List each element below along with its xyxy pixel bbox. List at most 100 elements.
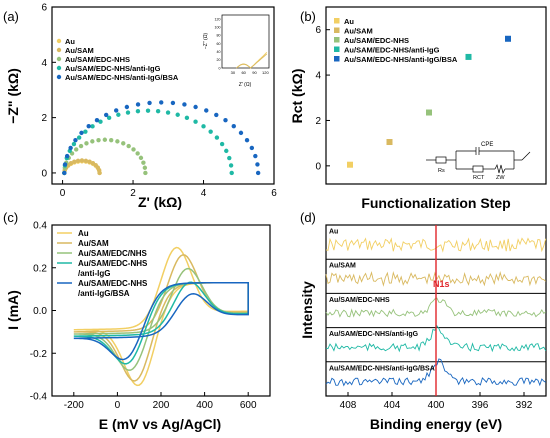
- nyquist-point: [201, 124, 206, 129]
- y-tick-label: 6: [315, 25, 321, 36]
- legend-entry: Au/SAM/EDC/NHS: [78, 249, 148, 258]
- x-tick-label: 404: [384, 400, 401, 411]
- legend-entry: Au/SAM: [78, 239, 109, 248]
- legend-entry: Au/SAM/EDC-NHS/anti-IgG/BSA: [65, 73, 179, 82]
- nyquist-point: [75, 158, 81, 164]
- y-tick-label: 0: [41, 168, 47, 179]
- nyquist-point: [126, 143, 131, 149]
- legend-entry: /anti-IgG: [78, 269, 110, 278]
- inset-y-tick-label: 20: [217, 58, 221, 62]
- panel-d-ylabel: Intensity: [299, 281, 315, 339]
- inset-y-tick-label: 40: [217, 50, 221, 54]
- legend-marker: [56, 74, 62, 80]
- nyquist-point: [79, 130, 84, 136]
- nyquist-point: [90, 124, 95, 129]
- y-tick-label: 0.0: [33, 306, 47, 317]
- nyquist-point: [244, 137, 250, 143]
- nyquist-point: [116, 112, 121, 117]
- y-tick-label: 4: [315, 71, 321, 82]
- inset-y-tick-label: 60: [217, 42, 221, 46]
- nyquist-point: [96, 137, 101, 143]
- nyquist-point: [83, 158, 89, 164]
- rs-resistor: [435, 156, 447, 164]
- warburg-element: [494, 163, 506, 175]
- cv-curve: [73, 281, 249, 361]
- y-tick-label: 0.4: [33, 221, 47, 232]
- x-tick-label: 400: [428, 400, 445, 411]
- legend-entry: Au/SAM: [344, 27, 373, 36]
- nyquist-point: [214, 135, 220, 140]
- panel-c-xlabel: E (mV vs Ag/AgCl): [99, 416, 221, 432]
- x-tick-label: 400: [196, 400, 213, 411]
- legend-marker: [334, 56, 340, 62]
- panel-a-label: (a): [3, 9, 19, 24]
- nyquist-point: [238, 130, 244, 136]
- legend-entry: Au/SAM/EDC-NHS: [78, 259, 148, 268]
- spectrum-label: Au/SAM: [329, 263, 356, 270]
- x-tick-label: 600: [240, 400, 257, 411]
- inset-curve-sam: [236, 53, 268, 69]
- nyquist-point: [219, 141, 225, 147]
- panel-a-frame: [51, 6, 275, 185]
- inset-x-tick-label: 30: [231, 70, 236, 75]
- legend-marker: [334, 18, 340, 24]
- nyquist-point: [115, 139, 120, 144]
- nyquist-point: [135, 151, 140, 156]
- nyquist-point: [143, 170, 148, 176]
- nyquist-point: [114, 108, 119, 113]
- panel-a-xlabel: Z' (kΩ): [138, 194, 182, 210]
- x-tick-label: 200: [153, 400, 170, 411]
- legend-marker: [334, 27, 340, 33]
- spectrum-label: Au/SAM/EDC-NHS/anti-IgG: [329, 331, 419, 338]
- nyquist-point: [227, 155, 232, 161]
- nyquist-point: [253, 153, 258, 159]
- inset-y-tick-label: 120: [215, 17, 221, 21]
- nyquist-point: [165, 110, 171, 115]
- legend-entry: Au: [65, 37, 75, 46]
- circuit-label-rs: Rs: [438, 168, 445, 174]
- nyquist-point: [193, 104, 198, 110]
- nyquist-point: [76, 135, 82, 140]
- nyquist-point: [223, 117, 228, 123]
- nyquist-point: [108, 137, 114, 143]
- nyquist-point: [208, 129, 213, 134]
- nyquist-point: [138, 155, 144, 161]
- nyquist-point: [255, 162, 260, 167]
- nyquist-point: [106, 115, 112, 121]
- y-tick-label: 2: [315, 116, 321, 127]
- x-tick-label: 2: [130, 188, 136, 199]
- x-tick-label: 6: [271, 188, 277, 199]
- y-tick-label: 4: [41, 58, 47, 69]
- panel-d: (d) 408 404 400 396 392 Au Au/SAM Au/SAM/EDC-NH…: [299, 210, 547, 432]
- x-tick-label: 4: [201, 188, 207, 199]
- nyquist-point: [84, 141, 89, 146]
- rct-point: [465, 53, 472, 60]
- n1s-label: N1s: [433, 279, 450, 289]
- nyquist-point: [224, 148, 229, 154]
- nyquist-point: [135, 102, 141, 107]
- spectrum-label: Au/SAM/EDC-NHS/anti-IgG/BSA: [329, 365, 435, 372]
- x-tick-label: 0: [60, 188, 66, 199]
- panel-b-label: (b): [300, 9, 316, 24]
- inset-x-tick-label: 60: [241, 70, 246, 75]
- nyquist-point: [78, 143, 84, 149]
- rct-point: [347, 161, 353, 168]
- nyquist-point: [74, 147, 79, 152]
- nyquist-point: [62, 170, 67, 176]
- legend-marker: [56, 38, 62, 44]
- nyquist-point: [94, 117, 100, 123]
- nyquist-point: [141, 160, 146, 165]
- legend-marker: [56, 47, 62, 53]
- panel-b-ylabel: Rct (kΩ): [289, 69, 305, 124]
- nyquist-point: [184, 115, 190, 121]
- panel-c-label: (c): [3, 210, 18, 225]
- nyquist-point: [102, 137, 108, 142]
- panel-d-xlabel: Binding energy (eV): [370, 416, 502, 432]
- inset-x-tick-label: 120: [262, 70, 269, 75]
- nyquist-point: [103, 112, 109, 118]
- inset-y-tick-label: 0: [219, 66, 221, 70]
- circuit-label-zw: ZW: [496, 175, 505, 181]
- nyquist-point: [193, 119, 198, 124]
- nyquist-point: [86, 123, 91, 129]
